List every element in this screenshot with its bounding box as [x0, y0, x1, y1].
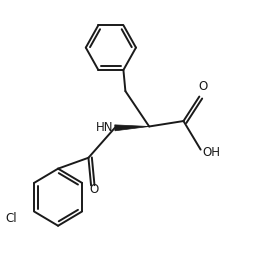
Text: OH: OH — [203, 146, 221, 159]
Text: O: O — [198, 80, 208, 93]
Text: HN: HN — [96, 121, 114, 134]
Text: Cl: Cl — [6, 212, 17, 225]
Polygon shape — [115, 125, 149, 131]
Text: O: O — [89, 183, 98, 196]
